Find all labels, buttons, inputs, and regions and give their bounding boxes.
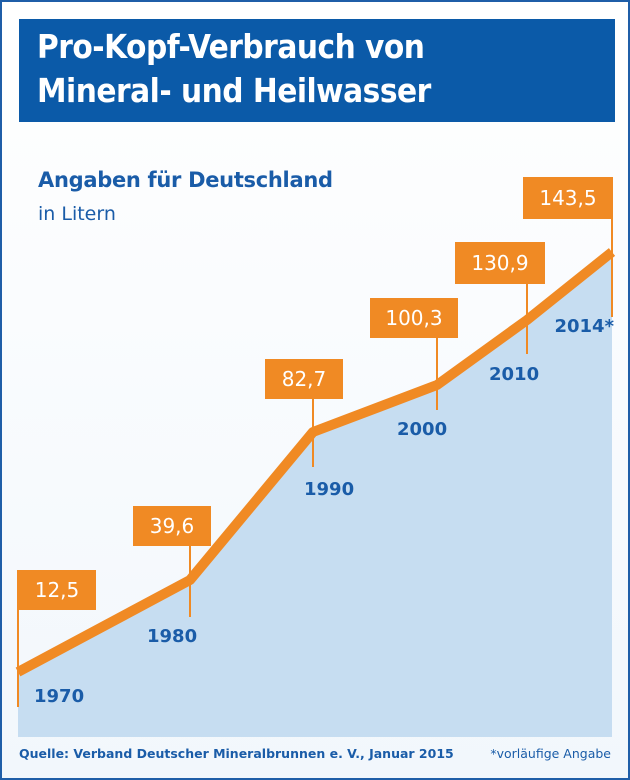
year-label: 2000 xyxy=(397,419,447,440)
year-label: 1980 xyxy=(147,626,197,647)
value-box-1990 xyxy=(265,359,343,399)
subtitle: Angaben für Deutschland xyxy=(38,168,333,192)
area-fill xyxy=(18,252,612,737)
title-line-2: Mineral- und Heilwasser xyxy=(37,71,431,110)
source-note: Quelle: Verband Deutscher Mineralbrunnen… xyxy=(19,746,454,761)
value-label: 130,9 xyxy=(471,251,528,275)
footnote: *vorläufige Angabe xyxy=(490,746,611,761)
title-banner: Pro-Kopf-Verbrauch von Mineral- und Heil… xyxy=(19,19,615,122)
value-label: 143,5 xyxy=(539,186,596,210)
year-label: 2014* xyxy=(554,316,614,337)
value-label: 39,6 xyxy=(150,514,195,538)
series-line xyxy=(15,248,616,677)
year-label: 1970 xyxy=(34,686,84,707)
value-box-2000 xyxy=(370,298,458,338)
value-box-1980 xyxy=(133,506,211,546)
value-box-1970 xyxy=(18,570,96,610)
value-label: 12,5 xyxy=(35,578,80,602)
value-box-2010 xyxy=(455,242,545,284)
value-label: 100,3 xyxy=(385,306,442,330)
unit-label: in Litern xyxy=(38,203,116,225)
value-label: 82,7 xyxy=(282,367,327,391)
title-line-1: Pro-Kopf-Verbrauch von xyxy=(37,27,425,66)
year-label: 2010 xyxy=(489,364,539,385)
value-box-2014* xyxy=(523,177,613,219)
year-label: 1990 xyxy=(304,479,354,500)
